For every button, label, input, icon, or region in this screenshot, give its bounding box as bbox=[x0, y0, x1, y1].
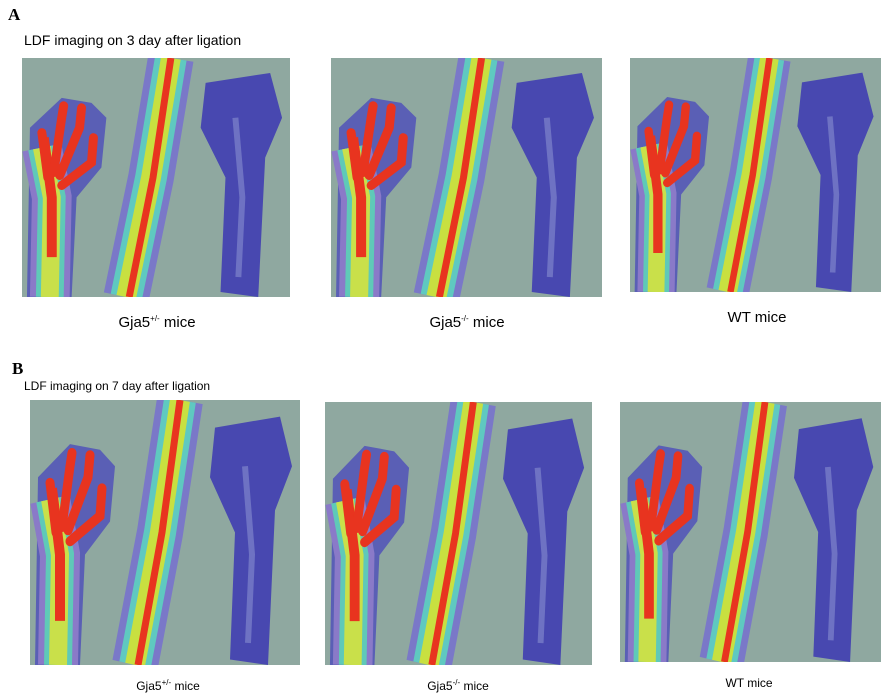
label-part: Gja5 bbox=[136, 679, 162, 693]
label-part: mice bbox=[160, 314, 196, 331]
group-label: Gja5-/- mice bbox=[427, 678, 489, 693]
panel-caption: LDF imaging on 3 day after ligation bbox=[24, 32, 241, 48]
ldf-image bbox=[331, 58, 602, 297]
label-part: Gja5 bbox=[427, 679, 453, 693]
group-label: Gja5+/- mice bbox=[118, 314, 195, 331]
label-part: mice bbox=[460, 679, 489, 693]
ldf-image bbox=[630, 58, 881, 292]
label-part: Gja5 bbox=[118, 314, 150, 331]
group-label: Gja5-/- mice bbox=[429, 314, 504, 331]
label-part: mice bbox=[171, 679, 200, 693]
group-label: WT mice bbox=[728, 309, 787, 326]
label-part: +/- bbox=[162, 678, 172, 687]
ldf-image bbox=[22, 58, 290, 297]
group-label: WT mice bbox=[725, 676, 772, 690]
ldf-image bbox=[620, 402, 881, 662]
label-part: +/- bbox=[150, 314, 160, 323]
panel-caption: LDF imaging on 7 day after ligation bbox=[24, 379, 210, 393]
group-label: Gja5+/- mice bbox=[136, 678, 200, 693]
ldf-image bbox=[30, 400, 300, 665]
figure: A LDF imaging on 3 day after ligation Gj… bbox=[0, 0, 881, 697]
panel-letter: B bbox=[12, 359, 23, 378]
panel-letter: A bbox=[8, 5, 21, 24]
ldf-image bbox=[325, 402, 592, 665]
label-part: mice bbox=[469, 314, 505, 331]
label-part: Gja5 bbox=[429, 314, 461, 331]
